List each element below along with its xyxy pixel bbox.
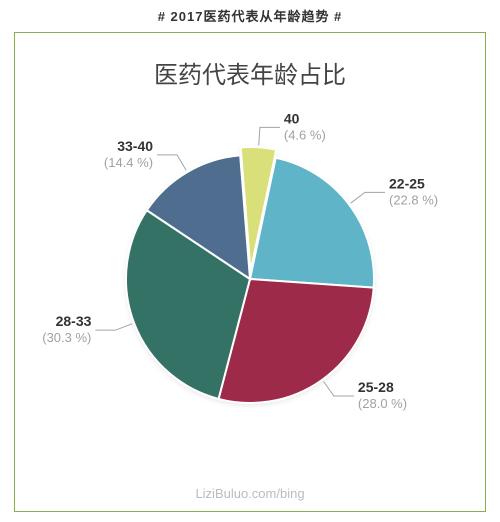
leader-line [351, 192, 385, 203]
leader-line [259, 127, 280, 145]
slice-label-main: 25-28 [358, 379, 394, 395]
slice-label-percent: (30.3 %) [42, 330, 91, 345]
slice-label-percent: (22.8 %) [389, 192, 438, 207]
leader-line [157, 155, 186, 171]
slice-label-main: 22-25 [389, 175, 425, 191]
leader-line [95, 324, 132, 330]
slice-label-percent: (14.4 %) [104, 155, 153, 170]
page: # 2017医药代表从年龄趋势 # 医药代表年龄占比 22-25(22.8 %)… [0, 0, 500, 522]
watermark: LiziBuluo.com/bing [15, 486, 485, 501]
slice-label-percent: (4.6 %) [284, 127, 326, 142]
slice-label-main: 40 [284, 110, 300, 126]
chart-title: 医药代表年龄占比 [15, 55, 485, 90]
page-header: # 2017医药代表从年龄趋势 # [0, 0, 500, 25]
pie-chart: 22-25(22.8 %) 25-28(28.0 %) 28-33(30.3 %) 3… [15, 93, 485, 453]
slice-label-percent: (28.0 %) [358, 396, 407, 411]
slice-label-main: 33-40 [117, 138, 153, 154]
chart-card: 医药代表年龄占比 22-25(22.8 %) 25-28(28.0 %) 28-33… [14, 32, 486, 512]
leader-line [323, 381, 353, 396]
slice-label-main: 28-33 [56, 313, 92, 329]
